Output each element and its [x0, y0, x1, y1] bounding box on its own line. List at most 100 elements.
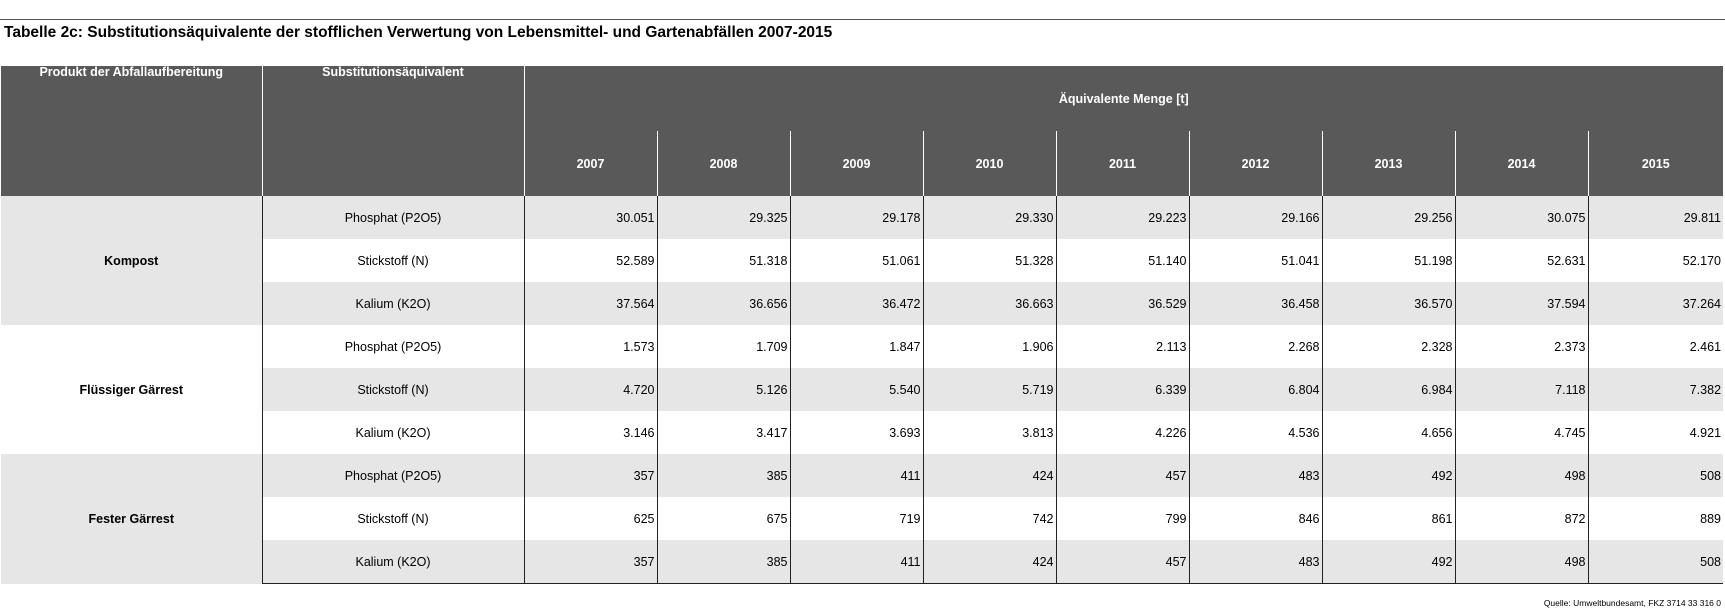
substance-cell: Stickstoff (N) [261, 497, 524, 540]
value-cell: 1.709 [656, 325, 790, 368]
year-header: 2011 [1055, 131, 1189, 196]
value-cell: 872 [1454, 497, 1588, 540]
product-cell: Kompost [1, 196, 262, 325]
value-cell: 51.061 [789, 239, 923, 282]
value-cell: 357 [523, 540, 657, 584]
substance-cell: Kalium (K2O) [261, 540, 524, 584]
value-cell: 37.564 [523, 282, 657, 325]
value-cell: 36.570 [1321, 282, 1455, 325]
value-cell: 7.118 [1454, 368, 1588, 411]
value-cell: 36.656 [656, 282, 790, 325]
value-cell: 2.328 [1321, 325, 1455, 368]
year-header: 2010 [922, 131, 1056, 196]
value-cell: 36.663 [922, 282, 1056, 325]
value-cell: 483 [1188, 454, 1322, 497]
value-cell: 799 [1055, 497, 1189, 540]
value-cell: 457 [1055, 454, 1189, 497]
data-row: Stickstoff (N) 4.720 5.126 5.540 5.719 6.339 6… [1, 368, 1724, 411]
header-text: Produkt der Abfallaufbereitung [39, 65, 224, 79]
value-cell: 625 [523, 497, 657, 540]
value-cell: 3.417 [656, 411, 790, 454]
value-cell: 29.256 [1321, 196, 1455, 239]
header-text: Substitutionsäquivalent [322, 65, 464, 79]
substance-cell: Phosphat (P2O5) [261, 325, 524, 368]
column-header: Substitutionsäquivalent [262, 65, 525, 196]
value-cell: 1.906 [922, 325, 1056, 368]
value-cell: 5.719 [922, 368, 1056, 411]
value-cell: 508 [1587, 540, 1724, 584]
data-table: Produkt der Abfallaufbereitung Substitut… [1, 65, 1724, 584]
value-cell: 2.268 [1188, 325, 1322, 368]
value-cell: 5.126 [656, 368, 790, 411]
value-cell: 6.984 [1321, 368, 1455, 411]
data-row: Kalium (K2O) 3.146 3.417 3.693 3.813 4.226 4.5… [1, 411, 1724, 454]
value-cell: 846 [1188, 497, 1322, 540]
year-header: 2012 [1188, 131, 1322, 196]
table-body: Kompost Phosphat (P2O5) 30.051 29.325 29.178… [1, 196, 1724, 584]
value-cell: 3.693 [789, 411, 923, 454]
product-cell: Fester Gärrest [1, 454, 262, 584]
value-cell: 385 [656, 454, 790, 497]
value-cell: 51.328 [922, 239, 1056, 282]
data-row: Kompost Phosphat (P2O5) 30.051 29.325 29.178… [1, 196, 1724, 325]
value-cell: 6.339 [1055, 368, 1189, 411]
value-cell: 1.847 [789, 325, 923, 368]
value-cell: 508 [1587, 454, 1724, 497]
substance-cell: Stickstoff (N) [261, 368, 524, 411]
substance-cell: Phosphat (P2O5) [261, 454, 524, 497]
value-cell: 861 [1321, 497, 1455, 540]
value-cell: 498 [1454, 454, 1588, 497]
value-cell: 36.458 [1188, 282, 1322, 325]
value-cell: 52.170 [1587, 239, 1724, 282]
value-cell: 52.589 [523, 239, 657, 282]
value-cell: 889 [1587, 497, 1724, 540]
year-header: 2014 [1454, 131, 1588, 196]
value-cell: 2.373 [1454, 325, 1588, 368]
value-cell: 2.113 [1055, 325, 1189, 368]
value-cell: 52.631 [1454, 239, 1588, 282]
value-cell: 4.720 [523, 368, 657, 411]
value-cell: 36.529 [1055, 282, 1189, 325]
value-cell: 498 [1454, 540, 1588, 584]
year-header: 2007 [523, 131, 657, 196]
value-cell: 3.146 [523, 411, 657, 454]
header-row: 2007 2008 2009 2010 2011 2012 2013 2014 2015 [1, 131, 1724, 196]
value-cell: 2.461 [1587, 325, 1724, 368]
product-cell: Flüssiger Gärrest [79, 382, 183, 397]
value-cell: 424 [922, 540, 1056, 584]
value-cell: 7.382 [1587, 368, 1724, 411]
header-row: Produkt der Abfallaufbereitung Substitut… [1, 65, 1724, 196]
column-header: Produkt der Abfallaufbereitung [1, 65, 263, 196]
value-cell: 742 [922, 497, 1056, 540]
year-header: 2013 [1321, 131, 1455, 196]
value-cell: 29.166 [1188, 196, 1322, 239]
value-cell: 457 [1055, 540, 1189, 584]
value-cell: 483 [1188, 540, 1322, 584]
data-row: Kalium (K2O) 37.564 36.656 36.472 36.663 36.5… [1, 282, 1724, 325]
value-cell: 36.472 [789, 282, 923, 325]
value-cell: 30.051 [523, 196, 657, 239]
source-note: Quelle: Umweltbundesamt, FKZ 3714 33 316… [1543, 598, 1721, 608]
value-cell: 6.804 [1188, 368, 1322, 411]
data-row: Flüssiger Gärrest Phosphat (P2O5) 1.573 1.7… [1, 325, 1724, 397]
value-cell: 675 [656, 497, 790, 540]
value-cell: 37.594 [1454, 282, 1588, 325]
value-cell: 51.318 [656, 239, 790, 282]
value-cell: 4.745 [1454, 411, 1588, 454]
data-row: Fester Gärrest Phosphat (P2O5) 357 385 411 42… [1, 454, 1724, 584]
column-header: Äquivalente Menge [t] [524, 66, 1724, 131]
value-cell: 424 [922, 454, 1056, 497]
value-cell: 29.223 [1055, 196, 1189, 239]
value-cell: 411 [789, 454, 923, 497]
value-cell: 4.921 [1587, 411, 1724, 454]
year-header: 2015 [1587, 131, 1724, 196]
substance-cell: Phosphat (P2O5) [261, 196, 524, 239]
value-cell: 51.198 [1321, 239, 1455, 282]
value-cell: 37.264 [1587, 282, 1724, 325]
value-cell: 492 [1321, 540, 1455, 584]
value-cell: 719 [789, 497, 923, 540]
value-cell: 5.540 [789, 368, 923, 411]
substance-cell: Kalium (K2O) [261, 411, 524, 454]
value-cell: 4.656 [1321, 411, 1455, 454]
